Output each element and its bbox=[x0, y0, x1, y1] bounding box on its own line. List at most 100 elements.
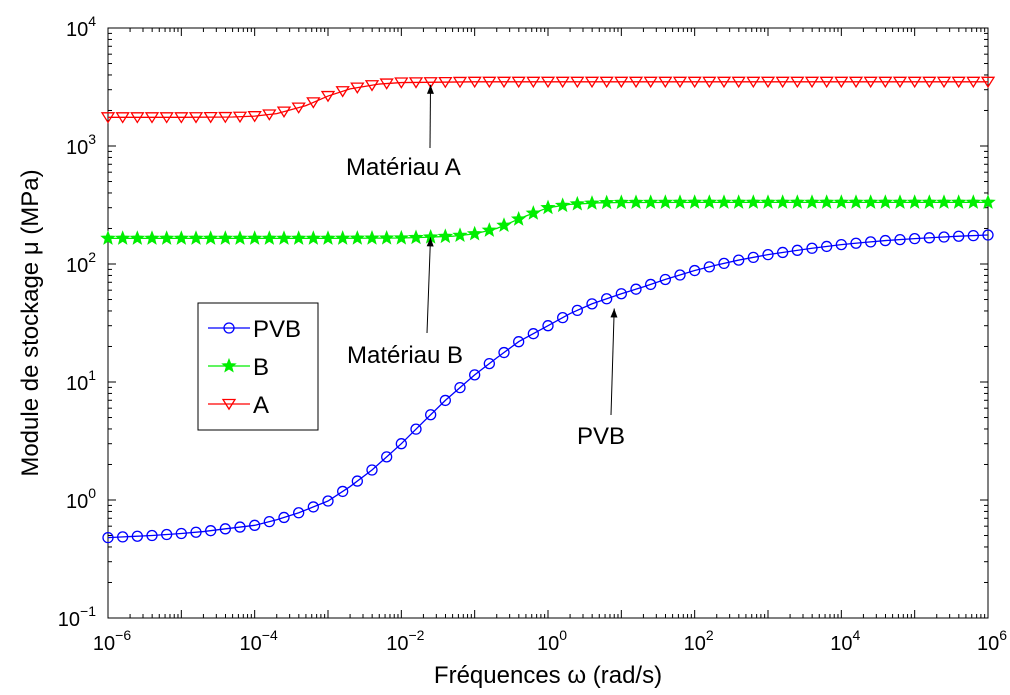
data-point bbox=[819, 76, 834, 89]
data-point bbox=[834, 76, 849, 89]
data-point bbox=[454, 381, 466, 394]
data-point bbox=[570, 76, 585, 89]
data-point bbox=[366, 464, 378, 476]
x-tick-label: 10−4 bbox=[240, 627, 278, 655]
legend-marker bbox=[223, 322, 235, 334]
y-axis-label: Module de stockage μ (MPa) bbox=[17, 169, 44, 476]
annotation-layer: Matériau A Matériau B PVB bbox=[346, 84, 625, 450]
data-point bbox=[188, 112, 204, 124]
data-point bbox=[218, 111, 233, 124]
legend-label: A bbox=[253, 392, 269, 419]
data-point bbox=[425, 409, 437, 421]
data-point bbox=[378, 229, 395, 245]
series-layer bbox=[100, 76, 996, 544]
data-point bbox=[730, 194, 747, 209]
data-point bbox=[848, 76, 864, 89]
data-point bbox=[305, 230, 322, 245]
y-tick-label: 100 bbox=[66, 485, 96, 513]
data-point bbox=[936, 76, 952, 89]
data-point bbox=[615, 288, 627, 300]
data-point bbox=[892, 194, 908, 209]
data-point bbox=[557, 312, 569, 324]
data-point bbox=[202, 230, 219, 245]
data-point bbox=[174, 112, 189, 124]
data-point bbox=[921, 194, 938, 209]
data-point bbox=[525, 205, 542, 220]
data-point bbox=[219, 523, 231, 535]
data-point bbox=[862, 194, 879, 209]
data-point bbox=[232, 230, 248, 245]
data-point bbox=[131, 530, 143, 542]
data-point bbox=[320, 230, 336, 245]
data-point bbox=[848, 194, 864, 209]
data-point bbox=[393, 229, 410, 245]
data-point bbox=[466, 225, 483, 241]
data-point bbox=[953, 230, 965, 242]
data-point bbox=[659, 273, 671, 286]
series-b bbox=[100, 194, 996, 245]
data-point bbox=[923, 232, 935, 244]
data-point bbox=[144, 112, 160, 124]
data-point bbox=[510, 211, 527, 226]
data-point bbox=[511, 76, 526, 89]
x-tick-label: 106 bbox=[977, 627, 1007, 655]
data-point bbox=[496, 76, 512, 89]
data-point bbox=[806, 242, 818, 254]
data-point bbox=[526, 76, 541, 89]
data-point bbox=[863, 76, 878, 89]
data-point bbox=[790, 76, 805, 89]
series-line bbox=[107, 234, 989, 539]
data-point bbox=[907, 76, 922, 89]
x-tick-label: 104 bbox=[830, 627, 860, 655]
data-point bbox=[190, 526, 202, 538]
legend-item-pvb: PVB bbox=[208, 316, 301, 343]
data-point bbox=[335, 86, 350, 98]
data-point bbox=[322, 495, 334, 507]
data-point bbox=[159, 112, 174, 124]
y-tick-label: 10−1 bbox=[58, 603, 96, 631]
data-point bbox=[775, 76, 790, 89]
data-point bbox=[263, 515, 275, 528]
legend-label: B bbox=[253, 354, 269, 381]
legend-item-b: B bbox=[208, 354, 269, 381]
data-point bbox=[276, 106, 292, 118]
data-point bbox=[906, 194, 923, 209]
data-point bbox=[760, 76, 776, 89]
data-point bbox=[540, 76, 556, 89]
data-point bbox=[408, 229, 424, 245]
data-point bbox=[408, 77, 424, 89]
data-point bbox=[833, 194, 850, 209]
x-tick-label: 102 bbox=[684, 627, 714, 655]
data-point bbox=[571, 304, 583, 317]
data-point bbox=[188, 230, 204, 245]
data-point bbox=[379, 78, 394, 90]
data-point bbox=[980, 194, 996, 209]
data-point bbox=[439, 394, 451, 407]
data-point bbox=[598, 194, 615, 210]
annotation-arrow bbox=[429, 84, 432, 149]
data-point bbox=[804, 194, 820, 209]
data-point bbox=[878, 76, 893, 89]
data-point bbox=[645, 278, 657, 291]
data-point bbox=[144, 230, 160, 245]
data-point bbox=[967, 229, 979, 242]
data-point bbox=[586, 298, 598, 310]
data-point bbox=[821, 240, 833, 253]
data-point bbox=[762, 249, 774, 261]
data-point bbox=[247, 111, 262, 123]
x-tick-label: 100 bbox=[537, 627, 567, 655]
data-point bbox=[394, 77, 409, 89]
data-point bbox=[702, 76, 717, 89]
data-point bbox=[232, 111, 248, 124]
data-point bbox=[100, 230, 116, 245]
data-point bbox=[467, 76, 482, 89]
data-point bbox=[747, 251, 759, 264]
data-point bbox=[217, 230, 234, 245]
data-point bbox=[601, 293, 613, 305]
legend-marker bbox=[221, 357, 237, 373]
annotation-arrowhead bbox=[426, 84, 434, 94]
data-point bbox=[102, 531, 114, 544]
data-point bbox=[129, 230, 146, 245]
data-point bbox=[320, 90, 336, 103]
